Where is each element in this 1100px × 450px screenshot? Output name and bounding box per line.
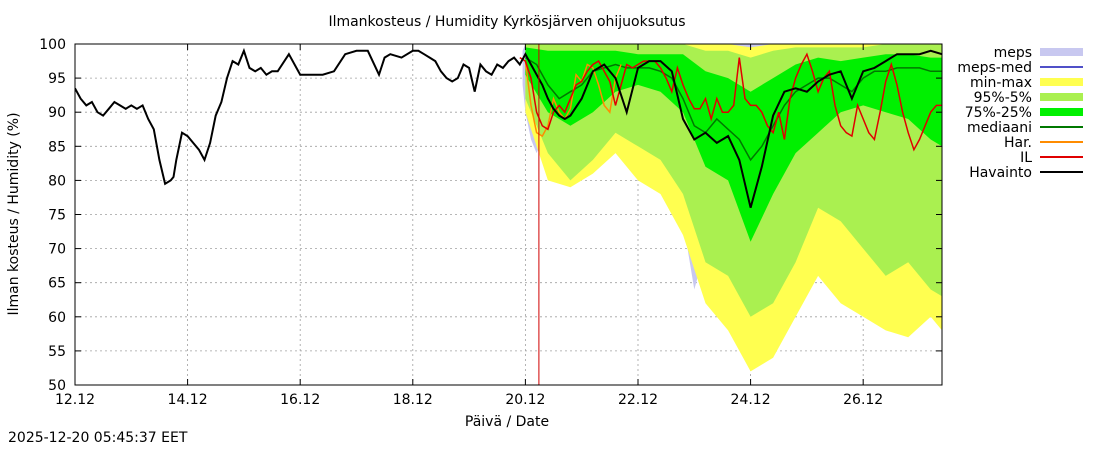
legend-swatch-minmax: [1040, 78, 1083, 86]
legend-label-meps_med: meps-med: [957, 60, 1032, 76]
il-line: [519, 52, 942, 152]
legend-swatch-meps: [1040, 48, 1083, 56]
x-axis-label: Päivä / Date: [465, 414, 549, 430]
chart-title: Ilmankosteus / Humidity Kyrkösjärven ohi…: [328, 14, 685, 30]
legend-label-mediaani: mediaani: [967, 120, 1032, 136]
axes: 50 55 60 65 70 75 80 85 90 95 100 12.12 14.12 16.12 18…: [39, 37, 942, 408]
x-tick-label: 24.12: [731, 392, 771, 408]
y-tick-label: 65: [48, 276, 66, 292]
y-tick-label: 80: [48, 173, 66, 189]
y-axis-label: Ilman kosteus / Humidity (%): [6, 112, 22, 315]
legend-label-p75_25: 75%-25%: [965, 105, 1032, 121]
legend-label-har: Har.: [1004, 135, 1032, 151]
x-tick-label: 16.12: [280, 392, 320, 408]
legend: mepsmeps-medmin-max95%-5%75%-25%mediaani…: [957, 45, 1083, 181]
y-tick-label: 90: [48, 105, 66, 121]
series-lines: [75, 47, 942, 208]
y-tick-label: 70: [48, 242, 66, 258]
timestamp: 2025-12-20 05:45:37 EET: [8, 430, 188, 446]
x-tick-label: 14.12: [168, 392, 208, 408]
y-tick-label: 60: [48, 310, 66, 326]
x-tick-label: 22.12: [618, 392, 658, 408]
legend-label-p95_5: 95%-5%: [974, 90, 1032, 106]
x-tick-label: 26.12: [843, 392, 883, 408]
y-tick-label: 85: [48, 139, 66, 155]
havainto-line: [75, 47, 942, 208]
y-tick-label: 75: [48, 208, 66, 224]
legend-swatch-p75_25: [1040, 108, 1083, 116]
y-tick-label: 55: [48, 344, 66, 360]
legend-swatch-p95_5: [1040, 93, 1083, 101]
legend-label-il: IL: [1020, 150, 1032, 166]
y-tick-label: 95: [48, 71, 66, 87]
forecast-bands: [522, 44, 942, 372]
y-tick-label: 50: [48, 378, 66, 394]
legend-label-meps: meps: [994, 45, 1032, 61]
y-tick-label: 100: [39, 37, 66, 53]
legend-label-minmax: min-max: [970, 75, 1032, 91]
x-tick-label: 18.12: [393, 392, 433, 408]
p75-25-band: [525, 47, 942, 242]
legend-label-havainto: Havainto: [969, 165, 1032, 181]
x-tick-label: 12.12: [55, 392, 95, 408]
x-tick-label: 20.12: [505, 392, 545, 408]
